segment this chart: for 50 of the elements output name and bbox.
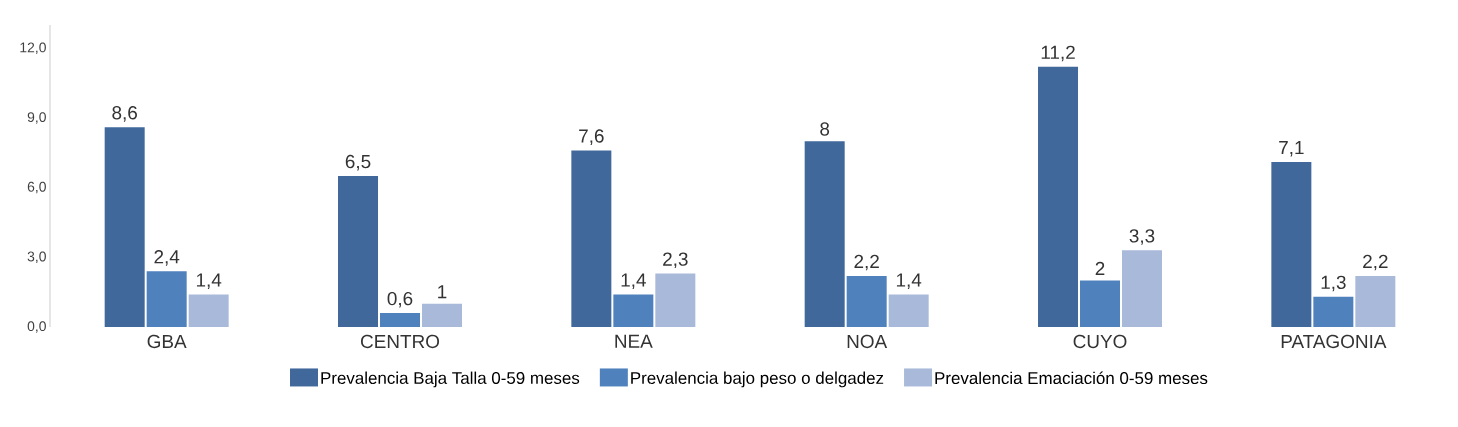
data-label: 2 [1095, 261, 1105, 276]
bar [338, 176, 379, 327]
bar [888, 294, 929, 327]
y-tick-label: 9,0 [27, 112, 46, 124]
bar [1313, 296, 1354, 327]
x-tick-label: CUYO [1073, 334, 1127, 349]
bar [1355, 275, 1396, 327]
bar [613, 294, 654, 327]
bar [146, 271, 187, 327]
data-label: 3,3 [1129, 229, 1155, 245]
data-label: 1,4 [196, 273, 222, 289]
x-tick-label: PATAGONIA [1281, 334, 1387, 349]
legend-label: Prevalencia Emaciación 0-59 meses [935, 371, 1208, 385]
x-tick-label: CENTRO [361, 334, 440, 349]
bar [104, 127, 145, 327]
data-label: 2,4 [154, 250, 180, 266]
data-label: 1,4 [896, 273, 922, 289]
data-label: 2,2 [1363, 254, 1388, 271]
data-label: 2,3 [663, 252, 688, 269]
data-label: 11,2 [1041, 45, 1075, 62]
x-tick-label: NOA [847, 334, 888, 349]
data-label: 1,4 [621, 273, 646, 289]
y-tick-label: 3,0 [27, 251, 46, 264]
y-tick-label: 0,0 [27, 321, 46, 333]
data-label: 2,2 [854, 254, 879, 271]
x-tick-label: GBA [147, 334, 187, 349]
data-label: 1,3 [1321, 275, 1346, 292]
data-label: 0,6 [387, 291, 413, 308]
legend-label: Prevalencia bajo peso o delgadez [631, 371, 884, 388]
data-label: 6,5 [345, 154, 371, 171]
bar [188, 294, 229, 327]
bar [422, 303, 462, 327]
data-label: 1 [438, 285, 447, 299]
y-tick-label: 12,0 [20, 42, 46, 54]
legend-label: Prevalencia Baja Talla 0-59 meses [321, 371, 580, 388]
bar [1271, 162, 1312, 327]
bar [804, 141, 845, 327]
bar [1080, 280, 1121, 327]
y-tick-label: 6,0 [27, 181, 46, 194]
bar [380, 313, 420, 327]
bar [846, 275, 887, 327]
data-label: 7,6 [579, 129, 604, 145]
data-label: 8,6 [112, 106, 137, 122]
bar [655, 273, 696, 327]
data-label: 8 [820, 122, 830, 136]
bar [1122, 250, 1162, 327]
data-label: 7,1 [1279, 141, 1304, 157]
bar [1038, 66, 1079, 327]
x-tick-label: NEA [615, 334, 653, 348]
bar [571, 150, 612, 327]
